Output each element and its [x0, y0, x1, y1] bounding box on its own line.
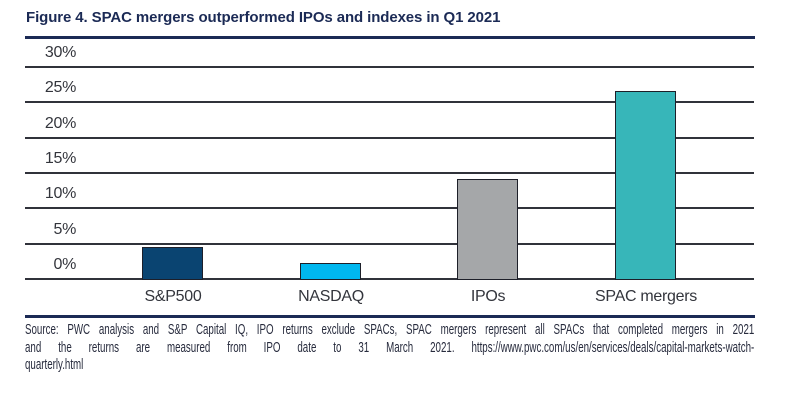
y-tick-label: 30% — [44, 44, 76, 61]
y-tick-label: 10% — [44, 185, 76, 203]
source-note-line-2: and the returns are measured from IPO da… — [25, 338, 755, 356]
x-category-label-ipos: IPOs — [470, 288, 506, 305]
x-category-label-sp500: S&P500 — [144, 288, 202, 305]
bar-sp500 — [142, 246, 203, 280]
gridline-25pct — [25, 101, 754, 104]
gridline-0pct-baseline — [25, 278, 754, 280]
x-category-label-spac-mergers: SPAC mergers — [595, 288, 697, 305]
gridline-10pct — [25, 207, 754, 210]
source-note-line-3: quarterly.html — [25, 356, 84, 373]
title-divider-rule — [25, 36, 755, 39]
x-category-label-nasdaq: NASDAQ — [298, 288, 364, 305]
y-tick-label: 25% — [44, 79, 76, 97]
gridline-20pct — [25, 136, 754, 139]
gridline-5pct — [25, 242, 754, 245]
y-tick-label: 15% — [44, 150, 76, 167]
bar-ipos — [457, 178, 518, 280]
figure-title: Figure 4. SPAC mergers outperformed IPOs… — [26, 9, 501, 26]
y-tick-label: 20% — [44, 114, 76, 132]
source-note-line-1: Source: PWC analysis and S&P Capital IQ,… — [25, 321, 755, 338]
gridline-15pct — [25, 172, 754, 174]
y-tick-label: 0% — [53, 256, 76, 273]
footer-divider-rule — [25, 315, 755, 318]
bar-spac-mergers — [615, 90, 676, 280]
y-tick-label: 5% — [53, 220, 76, 238]
bar-nasdaq — [300, 263, 361, 280]
gridline-30pct — [25, 66, 754, 68]
source-note: Source: PWC analysis and S&P Capital IQ,… — [25, 321, 754, 374]
